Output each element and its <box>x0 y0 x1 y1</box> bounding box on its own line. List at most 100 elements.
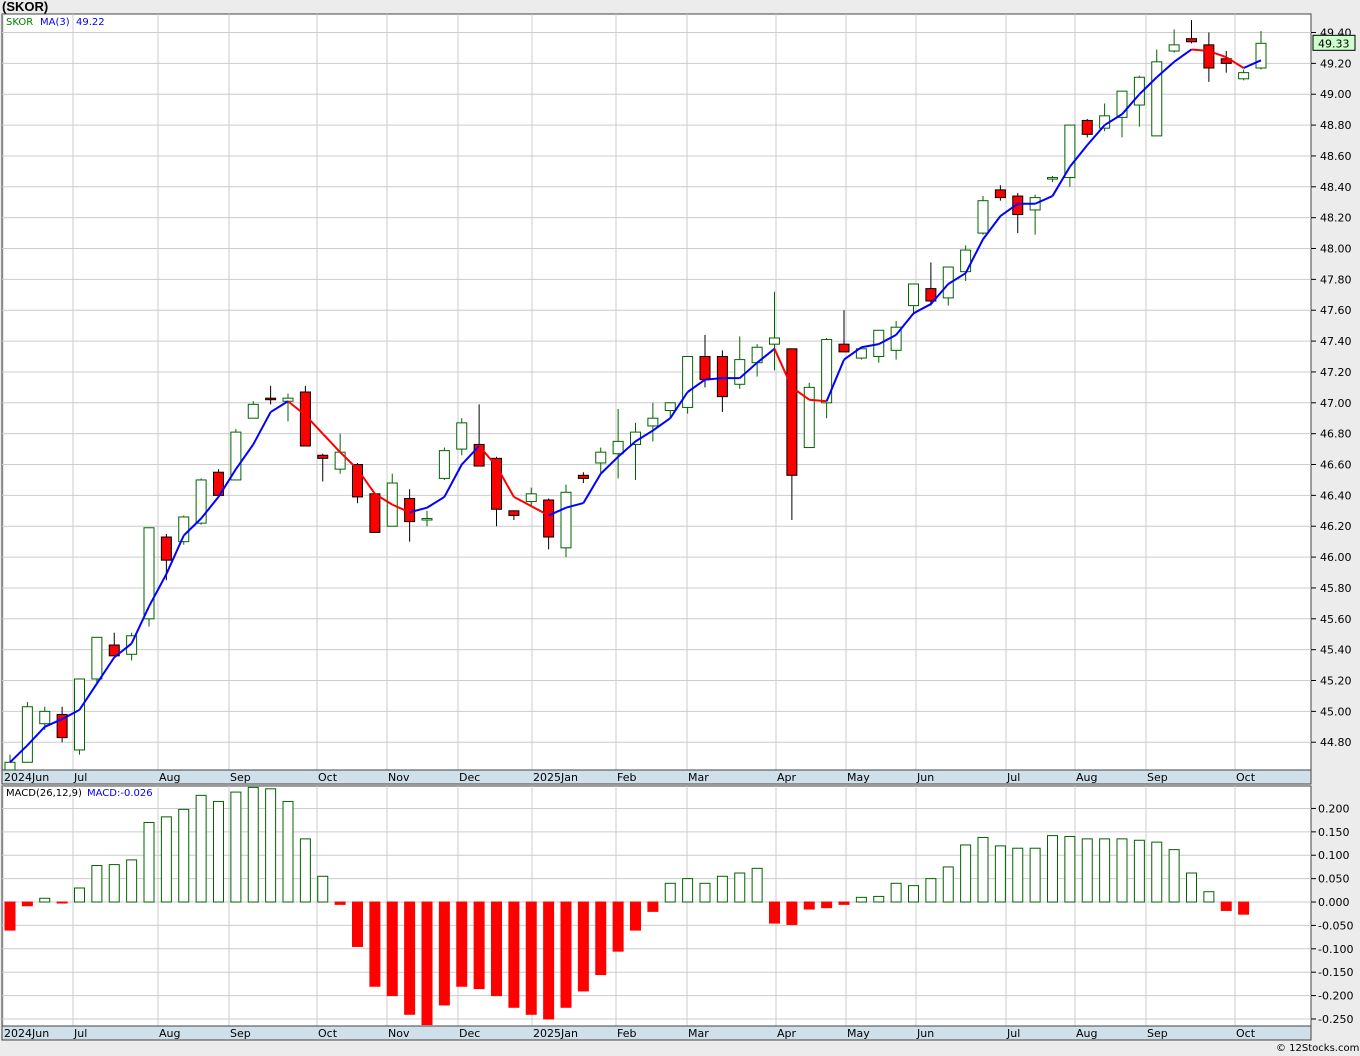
ma-line-segment <box>704 377 723 381</box>
ma-line-segment <box>1173 48 1193 63</box>
candle <box>577 472 589 484</box>
macd-bar <box>577 901 589 992</box>
ma-line-segment <box>270 400 289 413</box>
candle-body <box>1255 42 1267 69</box>
candle <box>369 493 381 533</box>
candle <box>1151 49 1163 137</box>
candle-body <box>299 391 311 447</box>
ma-line-segment <box>652 417 671 432</box>
macd-x-axis-label: Sep <box>230 1027 251 1040</box>
price-tick-label: 44.80 <box>1320 736 1352 749</box>
price-x-axis-label: Feb <box>617 771 636 784</box>
macd-x-axis-label: Nov <box>388 1027 410 1040</box>
candle-body <box>473 443 485 467</box>
candle-body <box>1203 44 1215 69</box>
macd-bar <box>369 901 381 987</box>
candle-body <box>699 356 711 381</box>
macd-tick-label: 0.050 <box>1318 873 1350 886</box>
candle-body <box>265 397 277 401</box>
candle <box>265 385 277 405</box>
candle-body <box>282 397 294 402</box>
ma-line-segment <box>235 443 255 470</box>
candle <box>91 636 103 684</box>
macd-bar <box>265 788 277 903</box>
ma-line-segment <box>964 238 984 274</box>
macd-x-axis-label: May <box>847 1027 870 1040</box>
ma-line-segment <box>791 386 810 401</box>
candle <box>890 321 902 360</box>
price-tick-label: 48.20 <box>1320 212 1352 225</box>
ma-line-segment <box>999 202 1019 217</box>
macd-bar <box>213 800 224 903</box>
candle <box>108 632 120 657</box>
macd-bar <box>595 901 607 976</box>
candle <box>525 487 537 507</box>
ma-line-segment <box>183 517 202 537</box>
candle-body <box>716 356 728 398</box>
candle <box>994 185 1006 201</box>
price-x-axis-label: Apr <box>777 771 797 784</box>
ma-line-segment <box>78 683 98 711</box>
candle <box>716 350 728 413</box>
ma-line-segment <box>913 303 932 315</box>
candle <box>664 402 676 419</box>
ma-line-segment <box>947 272 967 285</box>
ma-line-segment <box>878 334 897 346</box>
macd-tick-label: -0.250 <box>1318 1013 1353 1026</box>
price-tick-label: 46.00 <box>1320 551 1352 564</box>
candle <box>74 678 85 755</box>
candle <box>925 262 937 306</box>
candle <box>508 510 520 521</box>
macd-bar <box>716 875 728 903</box>
macd-bar <box>1238 901 1250 915</box>
macd-bar <box>1220 901 1232 911</box>
candle-body <box>786 348 798 476</box>
ma-line-segment <box>1069 144 1089 168</box>
price-x-axis-label: Aug <box>159 771 180 784</box>
macd-bar <box>873 895 885 903</box>
price-x-axis-label: Mar <box>688 771 709 784</box>
macd-tick-label: -0.100 <box>1318 943 1353 956</box>
watermark-text: © 12Stocks.com <box>1276 1043 1359 1054</box>
candle-body <box>1186 38 1197 43</box>
candle <box>1203 32 1215 82</box>
macd-bar <box>74 887 85 903</box>
macd-tick-label: -0.050 <box>1318 919 1353 932</box>
candle <box>1047 176 1058 183</box>
candle-body <box>456 422 468 450</box>
macd-x-axis-label: Jul <box>73 1027 87 1040</box>
macd-bar <box>56 901 68 904</box>
candle <box>456 418 468 456</box>
macd-bar <box>647 901 659 912</box>
candle-body <box>230 431 242 481</box>
macd-bar <box>282 800 294 903</box>
macd-x-axis-label: Mar <box>688 1027 709 1040</box>
ma-line-segment <box>443 464 463 498</box>
candle-body <box>1168 44 1180 52</box>
price-x-axis-label: May <box>847 771 870 784</box>
last-price-label: 49.33 <box>1318 37 1350 50</box>
ma-line-segment <box>9 744 29 764</box>
ma-line-segment <box>113 642 133 659</box>
candle-body <box>160 536 172 561</box>
ma-line-segment <box>739 361 758 379</box>
ticker-legend: SKOR <box>6 17 33 28</box>
candle-body <box>143 527 155 620</box>
candle-body <box>126 635 138 655</box>
ma-line-segment <box>252 411 272 445</box>
macd-tick-label: 0.150 <box>1318 826 1350 839</box>
candle-body <box>508 510 520 516</box>
macd-bar <box>1081 838 1093 903</box>
candle-body <box>21 706 33 763</box>
ma-line-segment <box>44 718 63 728</box>
ma-line-segment <box>1051 166 1071 197</box>
candle <box>595 447 607 474</box>
candle <box>1186 20 1197 44</box>
macd-bar <box>612 901 624 952</box>
candle-body <box>108 644 120 657</box>
ma-line-segment <box>339 451 359 470</box>
ma-line-segment <box>548 506 567 517</box>
candle-body <box>1133 76 1145 106</box>
candle <box>977 196 989 235</box>
price-x-axis-label: Sep <box>1147 771 1168 784</box>
